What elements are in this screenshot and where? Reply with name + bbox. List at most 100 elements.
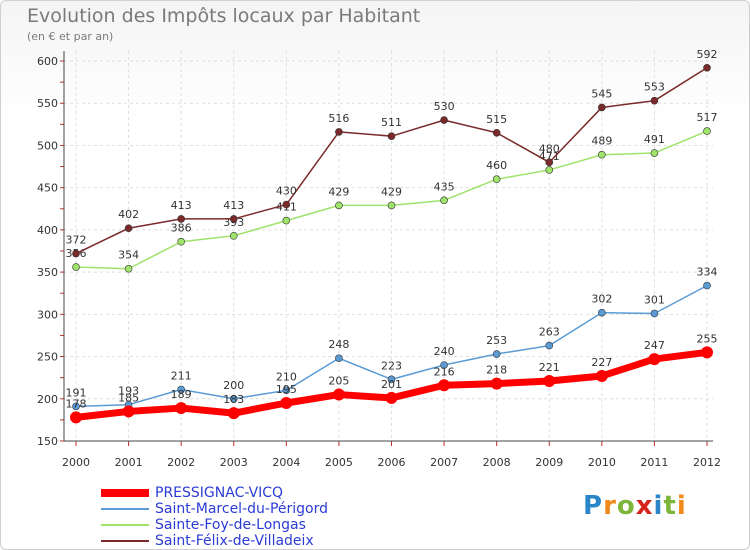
data-label: 429 [381, 185, 402, 198]
data-point [72, 263, 80, 271]
x-tick-label: 2005 [325, 456, 353, 469]
data-point [598, 308, 606, 317]
data-point [385, 391, 398, 404]
data-label: 227 [591, 356, 612, 369]
legend-swatch [101, 540, 149, 542]
data-label: 193 [118, 385, 139, 398]
data-label: 372 [66, 234, 87, 247]
data-point [387, 375, 396, 384]
data-point [227, 407, 240, 420]
data-point [492, 175, 501, 184]
data-point [72, 249, 80, 258]
data-point [175, 402, 188, 415]
x-tick-label: 2003 [220, 456, 248, 469]
x-tick-label: 2007 [430, 456, 458, 469]
data-point [122, 405, 135, 418]
x-tick-label: 2006 [378, 456, 406, 469]
data-label: 545 [591, 87, 612, 100]
data-point [492, 350, 501, 358]
x-tick-label: 2008 [483, 456, 511, 469]
legend-swatch [101, 489, 149, 497]
data-label: 460 [486, 159, 507, 172]
y-tick-label: 350 [37, 266, 58, 279]
legend-label: Sainte-Foy-de-Longas [155, 517, 306, 533]
data-point [440, 196, 448, 205]
data-label: 253 [486, 334, 507, 347]
data-label: 205 [328, 375, 349, 388]
data-point [543, 375, 556, 388]
data-point [701, 346, 713, 359]
data-point [703, 281, 711, 290]
x-tick-label: 2012 [693, 456, 721, 469]
data-label: 189 [171, 388, 192, 401]
data-label: 178 [66, 397, 87, 410]
data-label: 592 [697, 48, 718, 61]
data-label: 489 [591, 135, 612, 148]
data-label: 413 [171, 199, 192, 212]
x-tick-label: 2000 [62, 456, 90, 469]
data-point [490, 377, 503, 390]
data-label: 511 [381, 116, 402, 129]
x-tick-label: 2004 [272, 456, 300, 469]
data-label: 515 [486, 113, 507, 126]
data-label: 210 [276, 370, 297, 383]
data-label: 429 [328, 185, 349, 198]
data-point [335, 128, 343, 136]
data-label: 211 [171, 369, 192, 382]
data-label: 435 [434, 180, 455, 193]
data-label: 516 [328, 112, 349, 125]
data-label: 334 [697, 266, 718, 279]
data-point [492, 128, 501, 137]
data-point [229, 232, 238, 240]
data-label: 195 [276, 383, 297, 396]
data-label: 216 [434, 365, 455, 378]
data-point [280, 397, 293, 409]
data-label: 248 [328, 338, 349, 351]
data-label: 402 [118, 208, 139, 221]
data-label: 255 [697, 332, 718, 345]
data-label: 183 [223, 393, 244, 406]
data-point [124, 224, 133, 232]
data-label: 200 [223, 379, 244, 392]
data-label: 553 [644, 81, 665, 94]
data-point [124, 264, 133, 273]
x-tick-label: 2011 [640, 456, 668, 469]
y-tick-label: 500 [37, 139, 58, 152]
data-point [595, 369, 608, 382]
x-tick-label: 2002 [167, 456, 195, 469]
data-label: 247 [644, 339, 665, 352]
data-point [650, 149, 659, 157]
data-point [545, 341, 554, 350]
data-point [335, 201, 343, 210]
y-tick-label: 550 [37, 97, 58, 110]
data-label: 413 [223, 199, 244, 212]
data-point [703, 63, 711, 72]
data-label: 302 [591, 293, 612, 306]
legend-label: Saint-Félix-de-Villadeix [155, 533, 314, 549]
y-tick-label: 150 [37, 435, 58, 448]
y-tick-label: 200 [37, 393, 58, 406]
data-point [177, 215, 185, 223]
y-tick-label: 250 [37, 351, 58, 364]
x-tick-label: 2009 [535, 456, 563, 469]
data-label: 301 [644, 293, 665, 306]
data-point [650, 96, 659, 105]
data-point [650, 309, 659, 318]
data-point [70, 411, 82, 424]
data-point [545, 166, 554, 174]
data-label: 480 [539, 142, 560, 155]
data-label: 191 [66, 386, 87, 399]
data-label: 354 [118, 249, 139, 262]
legend-label: PRESSIGNAC-VICQ [155, 485, 284, 501]
data-point [387, 201, 396, 210]
legend-swatch [101, 508, 149, 510]
data-point [332, 388, 345, 401]
data-point [387, 132, 396, 140]
x-tick-label: 2001 [115, 456, 143, 469]
chart-title: Evolution des Impôts locaux par Habitant [27, 5, 421, 27]
data-point [440, 116, 448, 124]
y-tick-label: 450 [37, 182, 58, 195]
data-point [648, 353, 661, 366]
